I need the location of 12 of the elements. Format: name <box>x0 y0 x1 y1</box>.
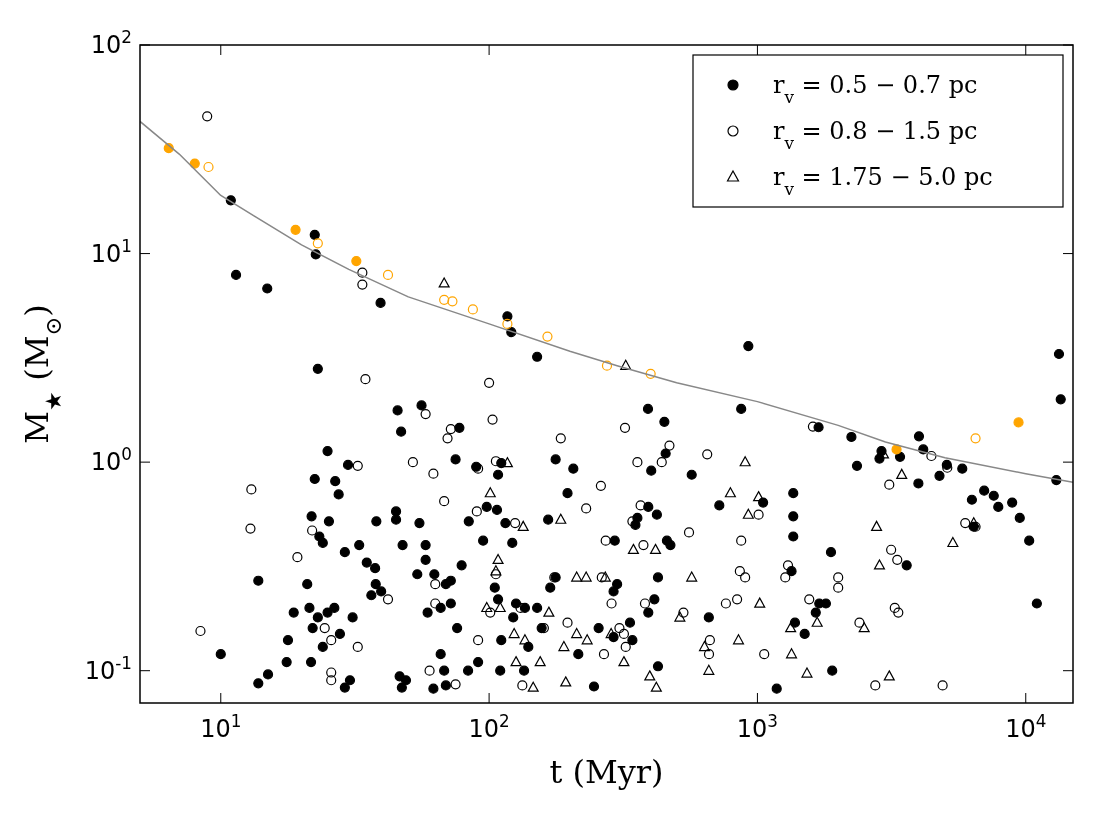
legend-label: r$_{v}$ = 0.5 − 0.7 pc <box>773 71 978 107</box>
legend-label: r$_{v}$ = 0.8 − 1.5 pc <box>773 117 978 153</box>
y-tick-label: 10$^{-1}$ <box>84 652 132 685</box>
x-axis-title: t (Myr) <box>549 753 664 791</box>
x-tick-label: 10$^{2}$ <box>468 711 510 743</box>
y-tick-label: 10$^{2}$ <box>90 27 132 59</box>
y-tick-label: 10$^{1}$ <box>90 235 132 268</box>
x-tick-label: 10$^{4}$ <box>1005 711 1047 743</box>
x-tick-label: 10$^{3}$ <box>736 711 779 743</box>
y-tick-label: 10$^{0}$ <box>90 444 132 477</box>
legend-label: r$_{v}$ = 1.75 − 5.0 pc <box>773 163 993 199</box>
x-tick-label: 10$^{1}$ <box>200 711 242 743</box>
